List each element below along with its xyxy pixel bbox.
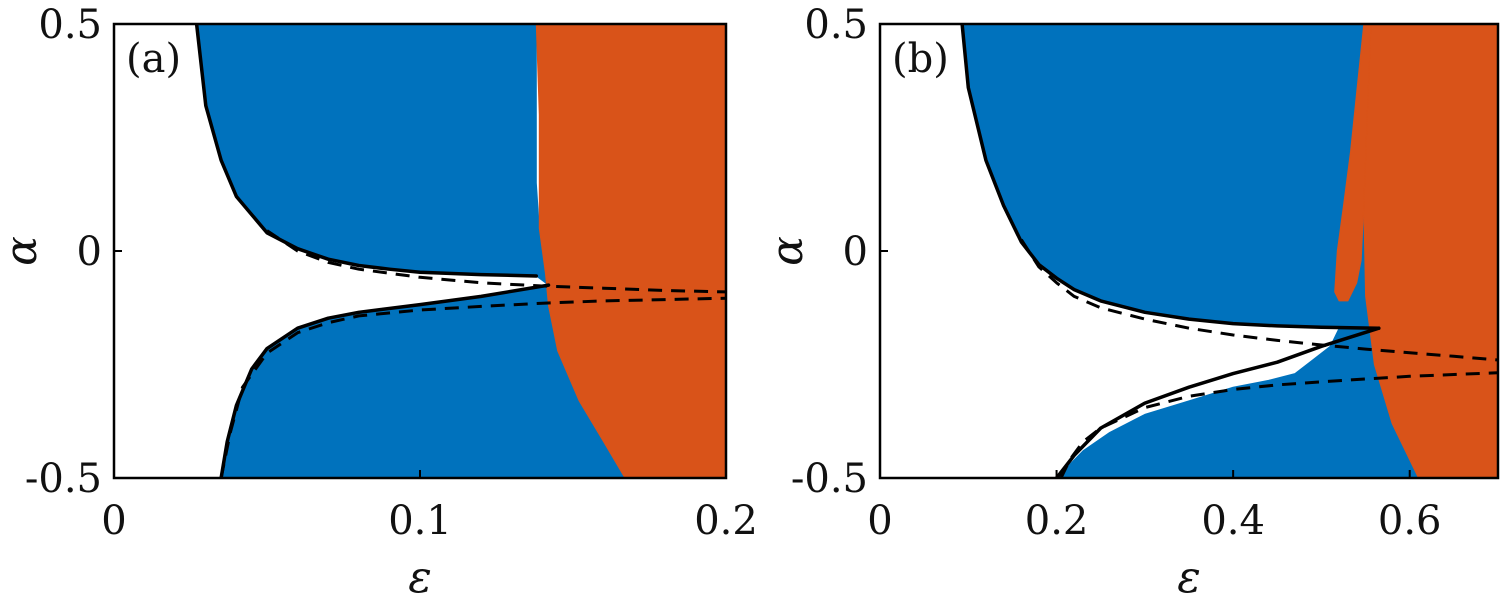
panel-a-dashed-curve-3 xyxy=(219,296,726,478)
panel-a-solid-curve-1 xyxy=(219,283,551,478)
panel-b-dashed-curve-3 xyxy=(1059,371,1498,478)
panel-a-xtick-label: 0 xyxy=(101,498,126,544)
panel-a-xlabel: ε xyxy=(408,552,432,600)
panel-a-region-orange-1 xyxy=(535,24,726,478)
panel-b-solid-curve-0 xyxy=(960,24,1381,330)
panel-b-label: (b) xyxy=(892,36,949,82)
panel-b-xtick-label: 0.6 xyxy=(1378,498,1442,544)
panel-b-xtick-label: 0.2 xyxy=(1025,498,1089,544)
panel-b-ylabel: α xyxy=(762,236,813,266)
panel-b-ticks: 0 0.2 0.4 0.6-0.500.5 xyxy=(791,2,1442,544)
panel-a-regions xyxy=(196,24,726,478)
panel-a-ytick-label: -0.5 xyxy=(25,456,102,502)
panel-b-xlabel: ε xyxy=(1177,552,1201,600)
panel-a-solid-curve-0 xyxy=(194,24,539,278)
panel-b-xtick-label: 0 xyxy=(867,498,892,544)
panel-a-xtick-label: 0.1 xyxy=(388,498,452,544)
panel-a-label: (a) xyxy=(126,36,181,82)
panel-b-ytick-label: 0 xyxy=(843,229,868,275)
panel-a-series xyxy=(194,24,726,478)
panel-b-series xyxy=(960,24,1498,478)
panel-a: 0 0.1 0.2-0.500.5 (a) ε α xyxy=(0,2,758,600)
panel-b-region-orange-2 xyxy=(1334,24,1372,302)
panel-a-xtick-label: 0.2 xyxy=(694,498,758,544)
panel-a-ylabel: α xyxy=(0,236,47,266)
panel-a-ytick-label: 0.5 xyxy=(38,2,102,48)
panel-b-regions xyxy=(961,24,1498,478)
panel-b-ytick-label: -0.5 xyxy=(791,456,868,502)
panel-b: 0 0.2 0.4 0.6-0.500.5 (b) ε α xyxy=(762,2,1500,600)
panel-b-xtick-label: 0.4 xyxy=(1201,498,1265,544)
panel-b-dashed-curve-2 xyxy=(1020,238,1498,362)
panel-a-ytick-label: 0 xyxy=(77,229,102,275)
panel-a-dashed-curve-2 xyxy=(266,229,726,294)
panel-b-ytick-label: 0.5 xyxy=(804,2,868,48)
panel-a-ticks: 0 0.1 0.2-0.500.5 xyxy=(25,2,758,544)
panel-b-solid-curve-1 xyxy=(1054,326,1381,478)
